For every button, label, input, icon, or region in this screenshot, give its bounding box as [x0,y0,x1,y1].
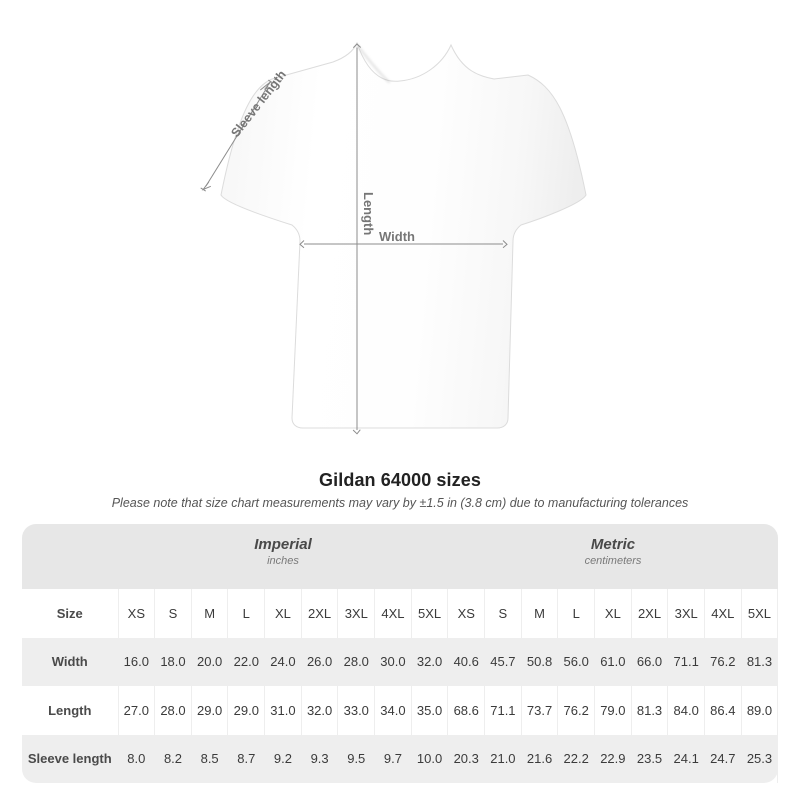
svg-text:Width: Width [379,229,415,244]
svg-text:Length: Length [361,192,376,235]
